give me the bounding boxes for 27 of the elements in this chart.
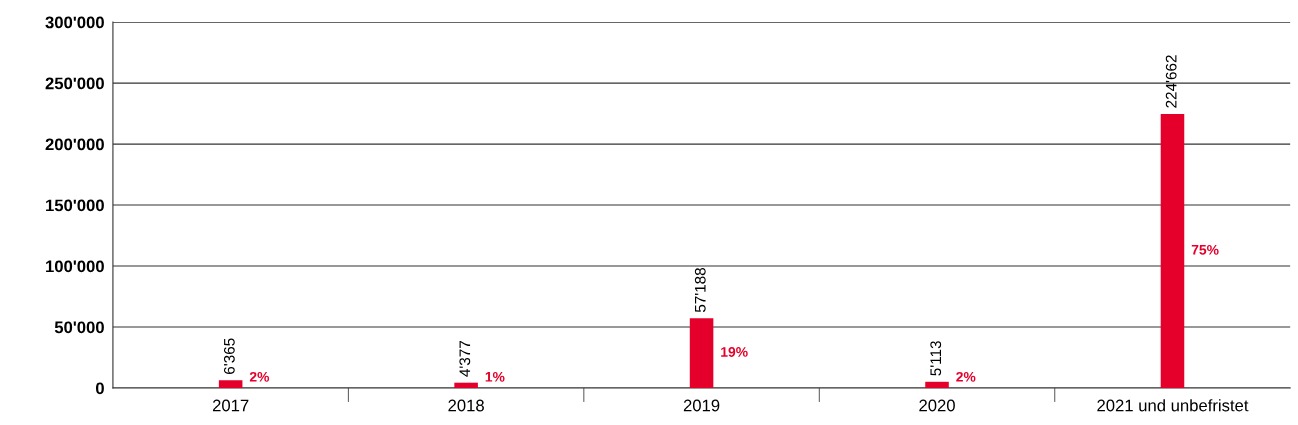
data-label: 57'188 bbox=[694, 267, 706, 313]
data-label: 4'377 bbox=[459, 340, 471, 377]
data-label: 224'662 bbox=[1165, 55, 1177, 108]
y-tick-label: 50'000 bbox=[54, 321, 104, 334]
data-label: 5'113 bbox=[930, 341, 942, 376]
y-tick-label: 300'000 bbox=[45, 16, 104, 29]
bar bbox=[925, 381, 949, 389]
annotation: 2% bbox=[249, 371, 270, 382]
bar bbox=[218, 380, 243, 389]
y-tick-label: 150'000 bbox=[46, 199, 104, 212]
y-tick-label: 200'000 bbox=[45, 138, 104, 151]
annotation: 1% bbox=[485, 371, 505, 382]
annotation: 19% bbox=[721, 347, 748, 357]
data-label: 6'365 bbox=[223, 338, 235, 374]
annotation: 75% bbox=[1191, 244, 1219, 255]
x-tick-label: 2018 bbox=[448, 399, 484, 412]
x-tick-label: 2019 bbox=[683, 399, 720, 412]
annotation: 2% bbox=[956, 371, 976, 382]
y-tick-label: 250'000 bbox=[45, 77, 104, 90]
y-tick-label: 0 bbox=[95, 382, 104, 395]
bar bbox=[689, 318, 714, 389]
x-tick-label: 2020 bbox=[919, 399, 955, 412]
y-tick-label: 100'000 bbox=[46, 260, 104, 273]
x-tick-label: 2017 bbox=[212, 399, 249, 412]
x-tick-label: 2021 und unbefristet bbox=[1097, 399, 1249, 412]
bar bbox=[1160, 113, 1185, 389]
bar bbox=[454, 382, 478, 389]
